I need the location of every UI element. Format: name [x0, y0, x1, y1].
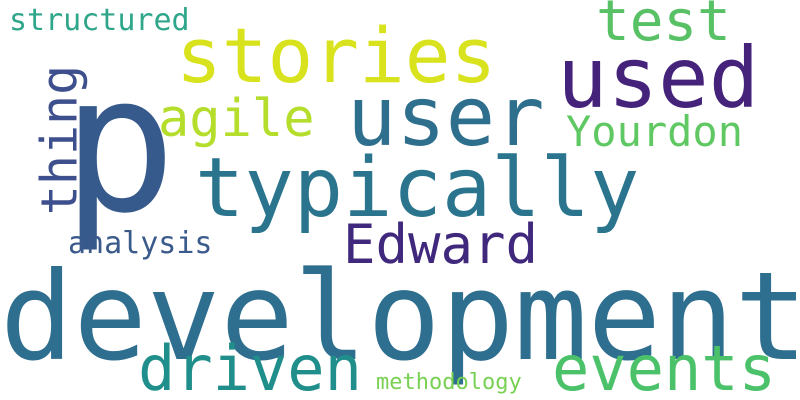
- word-stories: stories: [176, 11, 497, 100]
- word-yourdon: Yourdon: [566, 107, 744, 156]
- word-p: p: [62, 34, 177, 255]
- word-events: events: [552, 332, 776, 400]
- word-agile: agile: [158, 89, 315, 149]
- word-methodology: methodology: [376, 370, 522, 395]
- word-structured: structured: [9, 3, 190, 38]
- word-used: used: [557, 29, 760, 127]
- word-user: user: [347, 70, 545, 165]
- word-analysis: analysis: [68, 226, 213, 261]
- word-driven: driven: [138, 332, 362, 400]
- word-typically: typically: [195, 141, 640, 236]
- word-development: development: [0, 246, 800, 388]
- word-test: test: [596, 0, 731, 54]
- word-edward: Edward: [343, 213, 539, 276]
